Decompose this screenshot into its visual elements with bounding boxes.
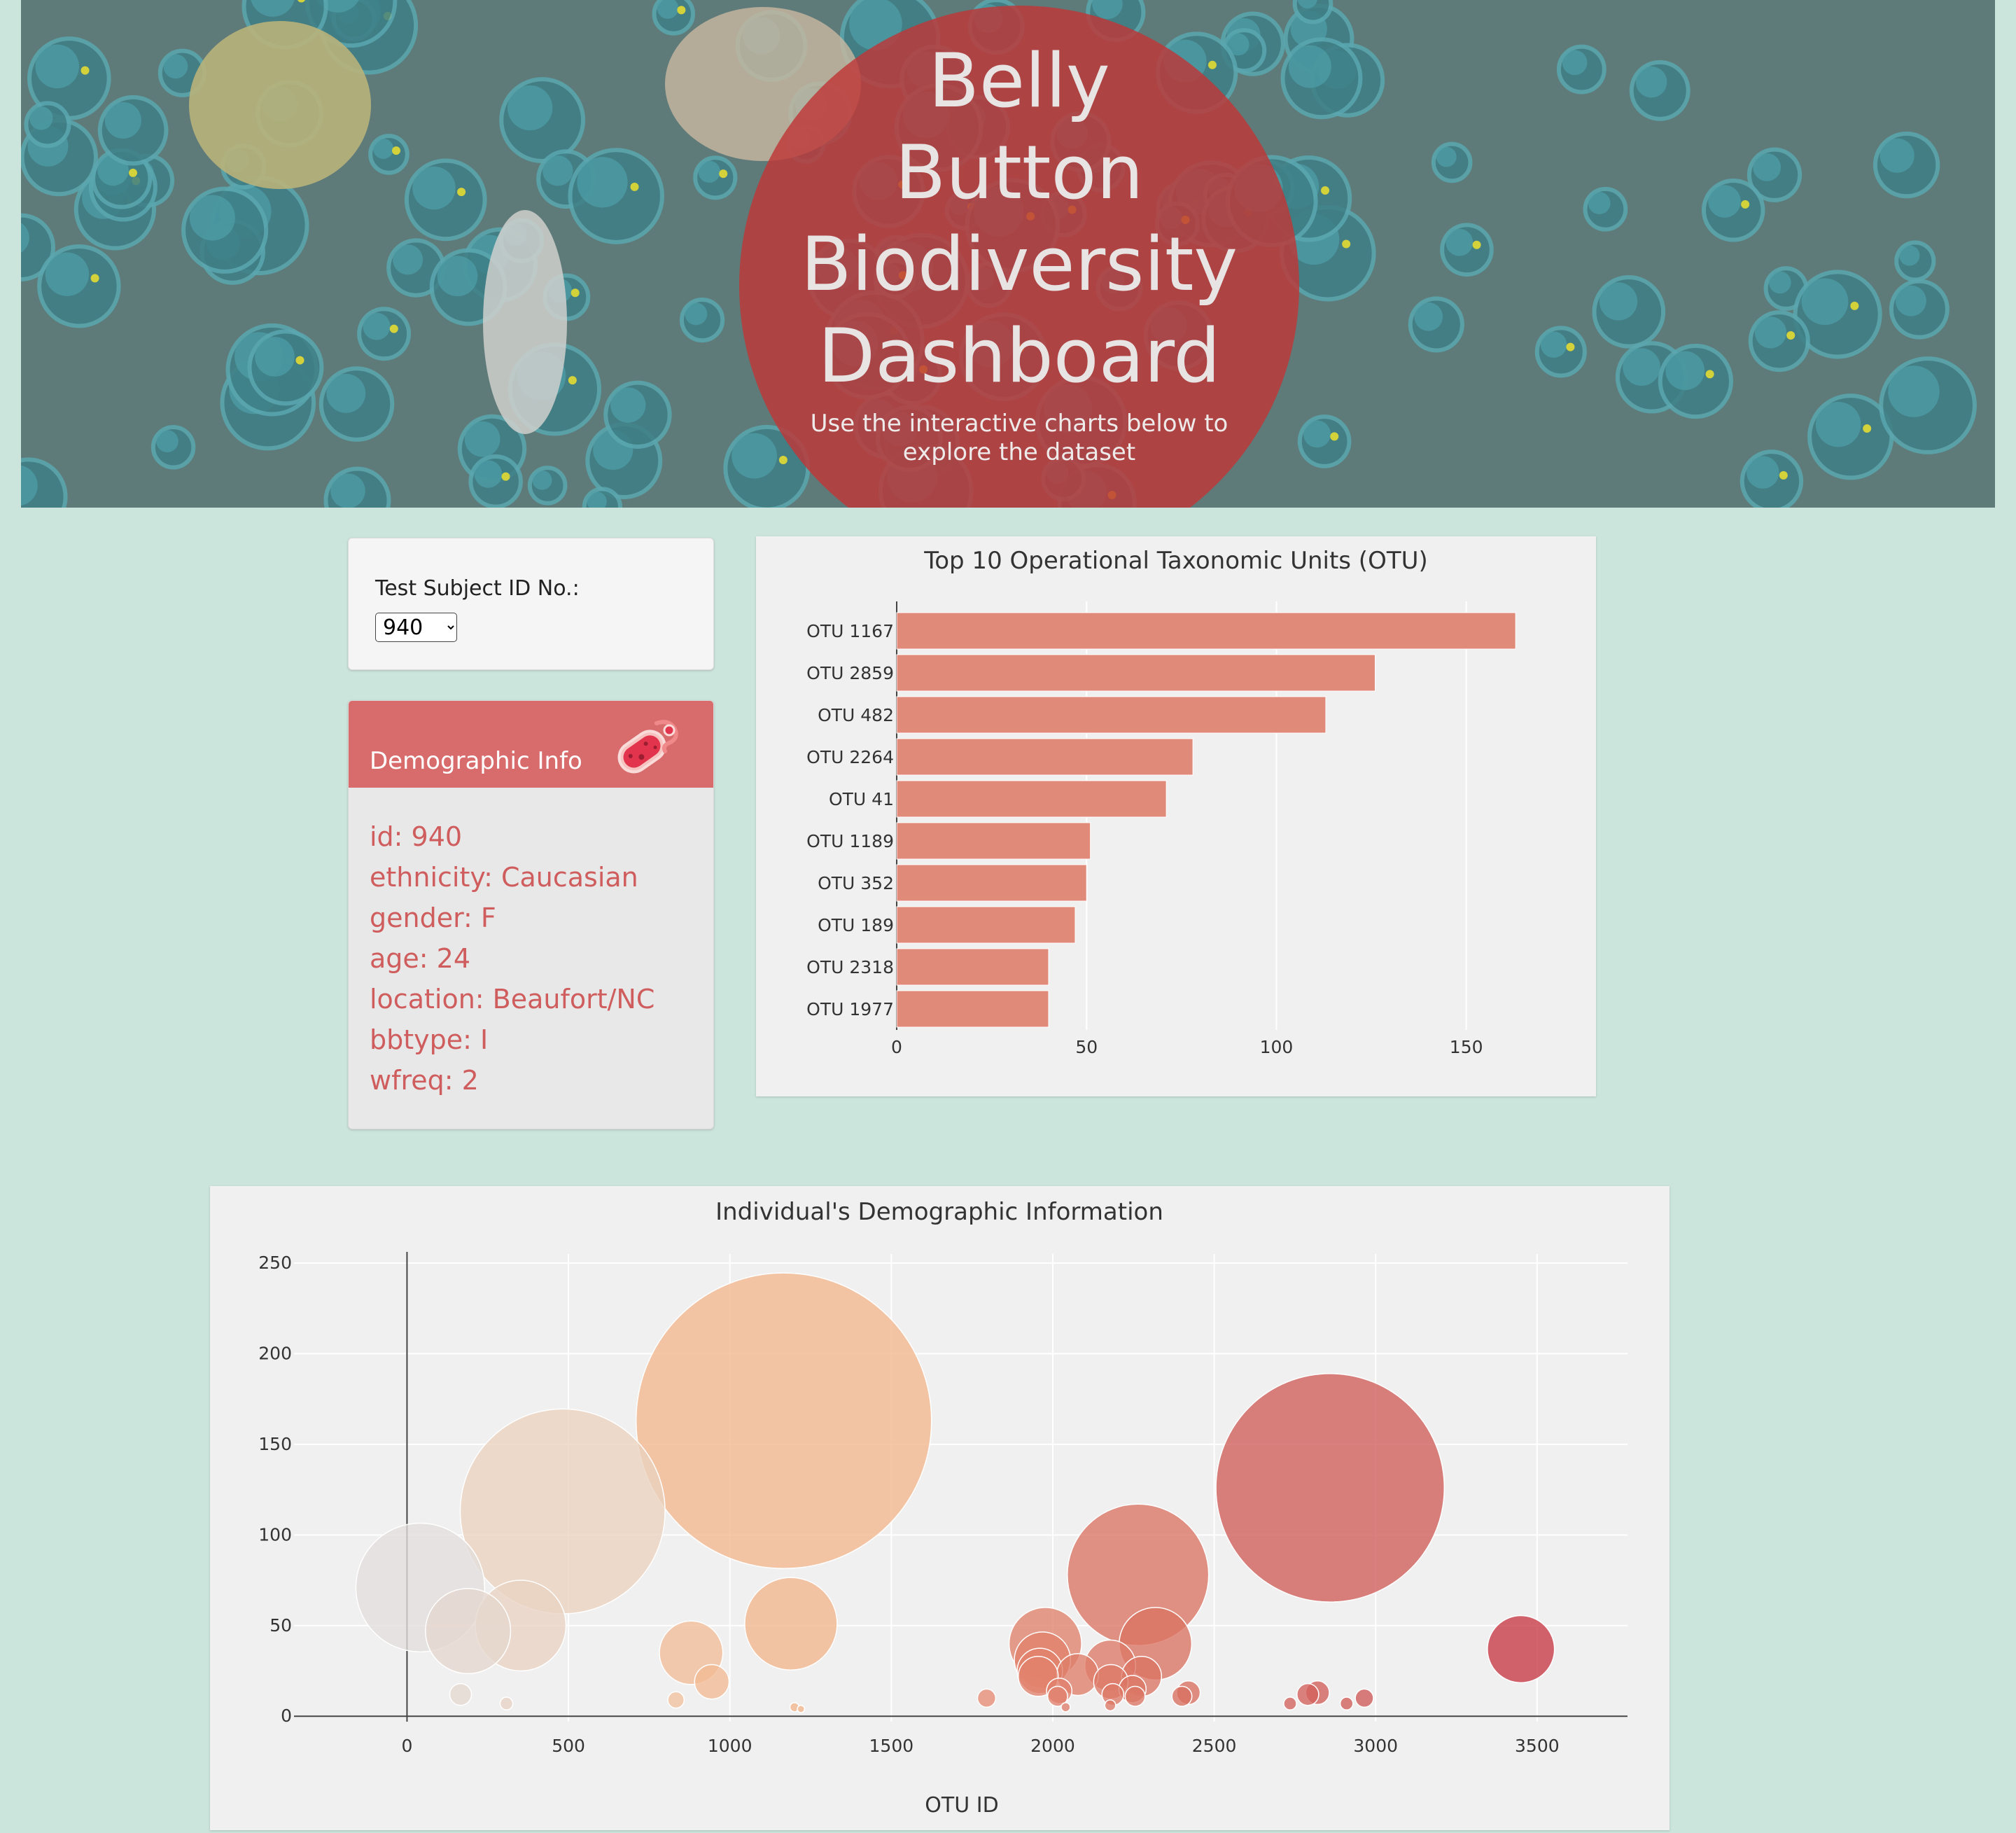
bar <box>896 906 1076 944</box>
bubble-x-tick-label: 3000 <box>1353 1736 1398 1756</box>
top10-otu-bar-chart-panel: Top 10 Operational Taxonomic Units (OTU)… <box>756 536 1596 1096</box>
bubble <box>1060 1702 1071 1713</box>
bubble-y-tick-label: 100 <box>258 1524 292 1545</box>
bar <box>896 654 1376 692</box>
bubble <box>1215 1373 1446 1603</box>
bar-x-tick-label: 50 <box>1075 1037 1098 1057</box>
bubble <box>1104 1699 1116 1712</box>
bubble-x-tick-label: 500 <box>552 1736 585 1756</box>
bubble-y-tick-label: 50 <box>270 1615 292 1636</box>
bar <box>896 864 1087 902</box>
bubble-x-tick-label: 1500 <box>869 1736 914 1756</box>
page-subtitle: Use the interactive charts below to expl… <box>810 410 1228 466</box>
bar-chart-title: Top 10 Operational Taxonomic Units (OTU) <box>923 547 1428 575</box>
demographic-item: bbtype: I <box>370 1024 489 1055</box>
bubble <box>1046 1685 1068 1707</box>
bar <box>896 612 1516 650</box>
bubble <box>694 1664 730 1700</box>
bubble <box>449 1682 472 1706</box>
bubble-x-tick-label: 2000 <box>1030 1736 1075 1756</box>
bubble <box>1354 1688 1374 1708</box>
bubble <box>635 1272 932 1569</box>
bubble-y-tick-label: 0 <box>281 1706 292 1726</box>
bubble-chart-x-axis-label: OTU ID <box>925 1793 998 1818</box>
hero-banner: Belly Button Biodiversity Dashboard Use … <box>21 0 1995 508</box>
bubble-x-tick-label: 1000 <box>708 1736 752 1756</box>
demographic-item: id: 940 <box>370 821 463 852</box>
bubble <box>1124 1685 1146 1707</box>
bar-category-label: OTU 1167 <box>806 621 894 641</box>
bar <box>896 822 1091 860</box>
demographic-info-panel: Demographic Info id: 940 ethnicity: Cauc… <box>348 700 714 1129</box>
demographic-item: location: Beaufort/NC <box>370 984 655 1015</box>
subject-selector-label: Test Subject ID No.: <box>375 576 580 601</box>
bar-category-label: OTU 2859 <box>806 663 894 683</box>
bubble-chart-panel: Individual's Demographic Information 0 50… <box>210 1186 1670 1830</box>
bubble <box>1487 1615 1555 1684</box>
bar <box>896 990 1049 1028</box>
page-title-line: Belly <box>928 38 1110 124</box>
demographic-info-title: Demographic Info <box>370 747 582 775</box>
page-title-line: Biodiversity <box>800 221 1238 307</box>
bubble <box>797 1704 806 1713</box>
otu-bubble-chart[interactable]: Individual's Demographic Information 0 50… <box>210 1186 1670 1830</box>
bar-category-label: OTU 482 <box>818 705 894 725</box>
bar <box>896 696 1326 734</box>
page-title-line: Dashboard <box>818 313 1221 399</box>
demographic-item: age: 24 <box>370 943 471 974</box>
bar-category-label: OTU 2318 <box>806 957 894 977</box>
bar-category-label: OTU 189 <box>818 915 894 935</box>
bar-x-tick-label: 0 <box>891 1037 902 1057</box>
bar-category-label: OTU 2264 <box>806 747 894 767</box>
subject-id-dropdown[interactable]: 940 <box>375 613 457 642</box>
bubble-chart-title: Individual's Demographic Information <box>715 1198 1163 1226</box>
bubble <box>976 1688 997 1708</box>
bubble-x-tick-label: 0 <box>401 1736 412 1756</box>
bubble <box>1296 1682 1320 1706</box>
bar-category-label: OTU 1189 <box>806 831 894 851</box>
bubble-x-tick-label: 3500 <box>1515 1736 1560 1756</box>
bubble-y-tick-label: 250 <box>258 1253 292 1273</box>
bar <box>896 948 1049 986</box>
bubble <box>667 1691 685 1709</box>
subject-selector-panel: Test Subject ID No.: 940 <box>348 538 714 670</box>
top10-otu-bar-chart[interactable]: Top 10 Operational Taxonomic Units (OTU)… <box>756 536 1596 1096</box>
bubble <box>1339 1696 1354 1710</box>
bar-category-label: OTU 1977 <box>806 999 894 1019</box>
demographic-item: wfreq: 2 <box>370 1065 479 1096</box>
bubble <box>1283 1696 1297 1710</box>
demographic-item: ethnicity: Caucasian <box>370 862 638 893</box>
bar-x-tick-label: 150 <box>1450 1037 1483 1057</box>
bubble-x-tick-label: 2500 <box>1192 1736 1237 1756</box>
demographic-item: gender: F <box>370 902 496 933</box>
title-circle <box>739 6 1299 508</box>
microbe-icon <box>617 720 678 774</box>
demographic-info-list: id: 940 ethnicity: Caucasian gender: F a… <box>370 816 654 1101</box>
bubble <box>425 1587 512 1675</box>
bubble-y-tick-label: 150 <box>258 1434 292 1454</box>
demographic-info-header: Demographic Info <box>349 701 713 788</box>
bubble <box>459 1408 666 1615</box>
bar <box>896 738 1194 776</box>
bubble <box>1171 1685 1193 1707</box>
bubble <box>744 1577 838 1671</box>
bubble <box>499 1696 514 1710</box>
bar-x-tick-label: 100 <box>1260 1037 1294 1057</box>
page-title-line: Button <box>895 130 1144 216</box>
bubble-y-tick-label: 200 <box>258 1343 292 1363</box>
bar-category-label: OTU 41 <box>829 789 894 809</box>
bar <box>896 780 1167 818</box>
page-title: Belly Button Biodiversity Dashboard <box>739 35 1299 402</box>
bar-category-label: OTU 352 <box>818 873 894 893</box>
